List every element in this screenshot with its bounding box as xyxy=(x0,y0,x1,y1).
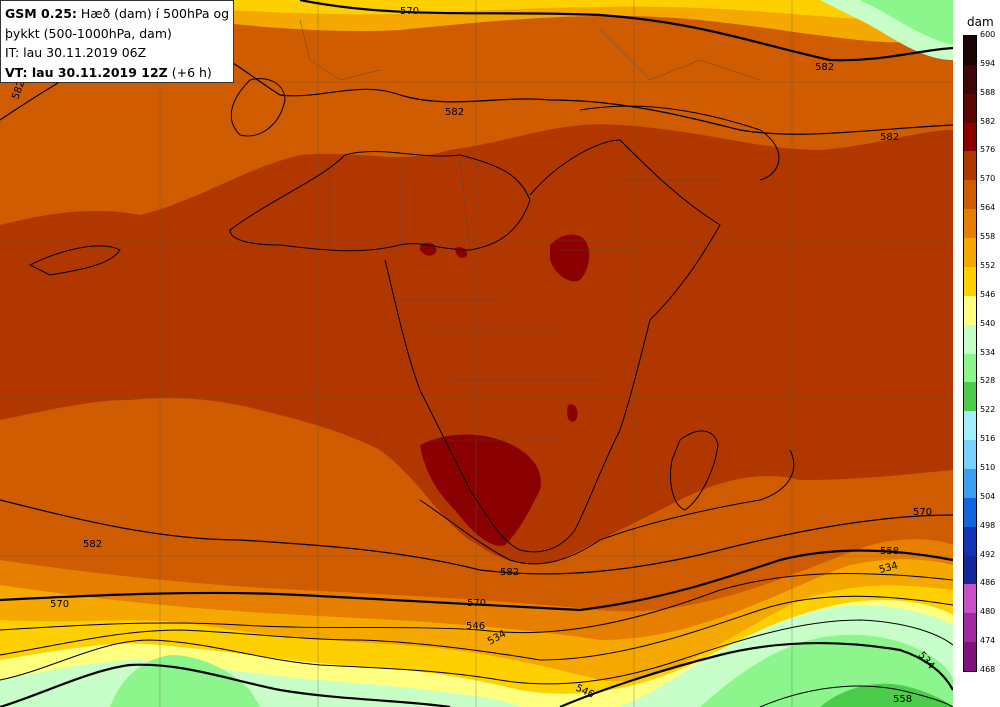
legend-swatch xyxy=(964,151,976,181)
legend-tick-label: 588 xyxy=(980,87,996,97)
field-description-1: Hæð (dam) í 500hPa og xyxy=(80,6,230,21)
band-558-north xyxy=(0,0,953,22)
band-534-north xyxy=(860,0,953,45)
country-borders xyxy=(299,19,761,441)
legend-swatch xyxy=(964,93,976,123)
legend-tick-label: 522 xyxy=(980,405,996,415)
legend-swatch xyxy=(964,468,976,498)
legend-tick-label: 528 xyxy=(980,376,996,386)
legend-swatch xyxy=(964,324,976,354)
legend-swatch xyxy=(964,36,976,65)
forecast-offset: (+6 h) xyxy=(171,64,212,80)
legend-tick-label: 552 xyxy=(980,260,996,270)
valid-time: VT: lau 30.11.2019 12Z xyxy=(5,64,168,80)
legend-swatch xyxy=(964,411,976,441)
title-line-1: GSM 0.25: Hæð (dam) í 500hPa og xyxy=(5,4,229,24)
contour-label: 570 xyxy=(400,6,419,17)
legend-tick-label: 576 xyxy=(980,145,996,155)
contour-label: 582 xyxy=(880,132,899,143)
contour-label: 546 xyxy=(466,621,485,632)
weather-map: 570 582 582 582 582 582 582 570 570 570 … xyxy=(0,0,953,707)
legend-tick-label: 492 xyxy=(980,549,996,559)
contour-label: 558 xyxy=(893,694,912,705)
band-528-south-east xyxy=(820,683,953,707)
legend-unit: dam xyxy=(967,15,994,29)
legend-tick-label: 558 xyxy=(980,232,996,242)
legend-tick-label: 498 xyxy=(980,520,996,530)
band-582-spot-3 xyxy=(567,404,578,422)
legend-tick-label: 480 xyxy=(980,607,996,617)
init-time: IT: lau 30.11.2019 06Z xyxy=(5,45,147,60)
legend-swatch xyxy=(964,64,976,94)
legend-colorbar xyxy=(963,35,977,672)
legend-swatch xyxy=(964,526,976,556)
legend-tick-label: 510 xyxy=(980,462,996,472)
contour-label: 534 xyxy=(878,560,899,576)
legend-tick-label: 546 xyxy=(980,289,996,299)
map-title-box: GSM 0.25: Hæð (dam) í 500hPa og þykkt (5… xyxy=(0,0,234,83)
legend-swatch xyxy=(964,238,976,268)
legend-swatch xyxy=(964,209,976,239)
legend-tick-label: 474 xyxy=(980,636,996,646)
legend-swatch xyxy=(964,180,976,210)
legend-swatch xyxy=(964,122,976,152)
legend-swatch xyxy=(964,440,976,470)
contour-label: 582 xyxy=(83,539,102,550)
legend-tick-label: 534 xyxy=(980,347,996,357)
legend-tick-label: 504 xyxy=(980,491,996,501)
contour-label: 582 xyxy=(815,62,834,73)
legend-swatch xyxy=(964,295,976,325)
height-contours xyxy=(0,0,953,707)
contour-label: 582 xyxy=(445,107,464,118)
band-582-east xyxy=(550,234,590,282)
field-description-2: þykkt (500-1000hPa, dam) xyxy=(5,25,172,41)
legend-tick-label: 540 xyxy=(980,318,996,328)
contour-label: 570 xyxy=(913,507,932,518)
contour-label: 570 xyxy=(50,599,69,610)
legend-swatch xyxy=(964,382,976,412)
legend-tick-label: 486 xyxy=(980,578,996,588)
legend-swatch xyxy=(964,555,976,585)
contour-label: 582 xyxy=(500,567,519,578)
legend-tick-label: 564 xyxy=(980,203,996,213)
valid-time-line: VT: lau 30.11.2019 12Z (+6 h) xyxy=(5,63,229,83)
legend-tick-label: 600 xyxy=(980,30,996,39)
legend-swatch xyxy=(964,613,976,643)
legend-swatch xyxy=(964,497,976,527)
color-legend: dam 600 594 588 582 576 570 564 558 552 546 540 534… xyxy=(953,0,1000,707)
band-534-south-west xyxy=(110,655,260,707)
contour-label: 570 xyxy=(467,598,486,609)
legend-swatch xyxy=(964,266,976,296)
legend-swatch xyxy=(964,584,976,614)
contour-label: 558 xyxy=(880,546,899,557)
legend-tick-label: 468 xyxy=(980,665,996,674)
band-582-south xyxy=(420,434,541,546)
model-name: GSM 0.25: xyxy=(5,6,77,21)
legend-tick-label: 570 xyxy=(980,174,996,184)
band-564-north xyxy=(0,0,953,43)
legend-tick-label: 594 xyxy=(980,58,996,68)
legend-swatch xyxy=(964,353,976,383)
legend-tick-label: 516 xyxy=(980,434,996,444)
legend-swatch xyxy=(964,642,976,672)
legend-tick-label: 582 xyxy=(980,116,996,126)
